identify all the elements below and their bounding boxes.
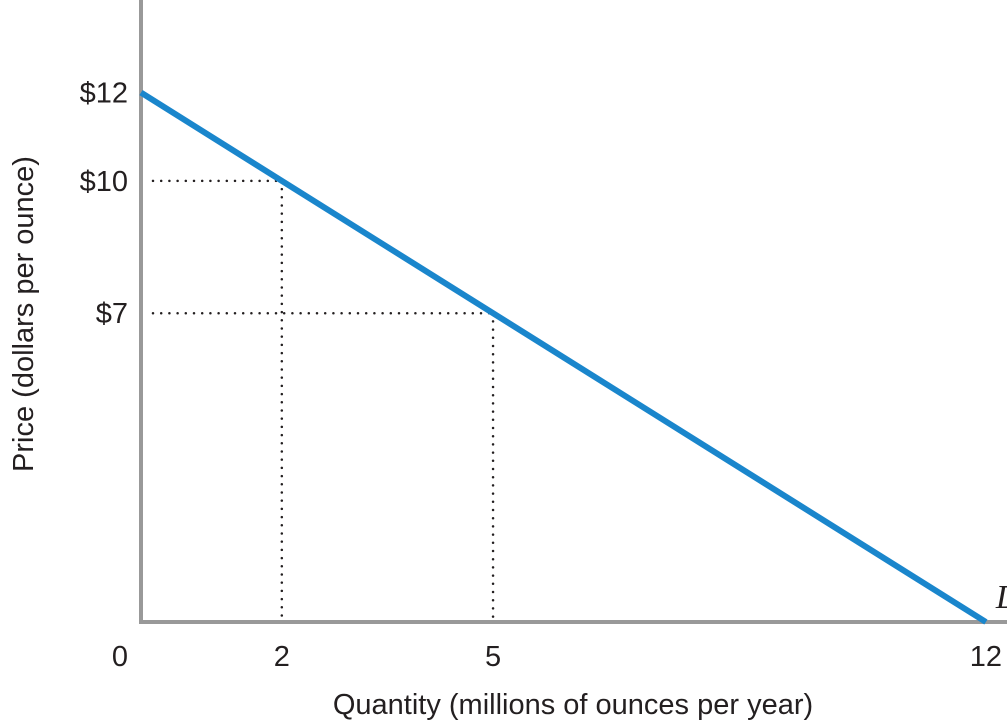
demand-curve: [139, 90, 988, 625]
y-tick-label-12: $12: [80, 78, 128, 110]
y-tick-label-7: $7: [96, 298, 128, 330]
demand-curve-label: D: [995, 579, 1007, 616]
x-tick-label-5: 5: [485, 641, 501, 673]
x-axis-title: Quantity (millions of ounces per year): [333, 689, 813, 721]
y-axis-title: Price (dollars per ounce): [8, 156, 40, 472]
origin-label: 0: [112, 641, 128, 673]
series-layer: D: [139, 90, 1007, 625]
x-tick-label-2: 2: [274, 641, 290, 673]
reference-guides: [151, 179, 495, 620]
tick-labels: 2 5 12 $12 $10 $7: [80, 78, 1002, 673]
axes: [139, 0, 1007, 624]
x-tick-label-12: 12: [970, 641, 1002, 673]
y-tick-label-10: $10: [80, 166, 128, 198]
